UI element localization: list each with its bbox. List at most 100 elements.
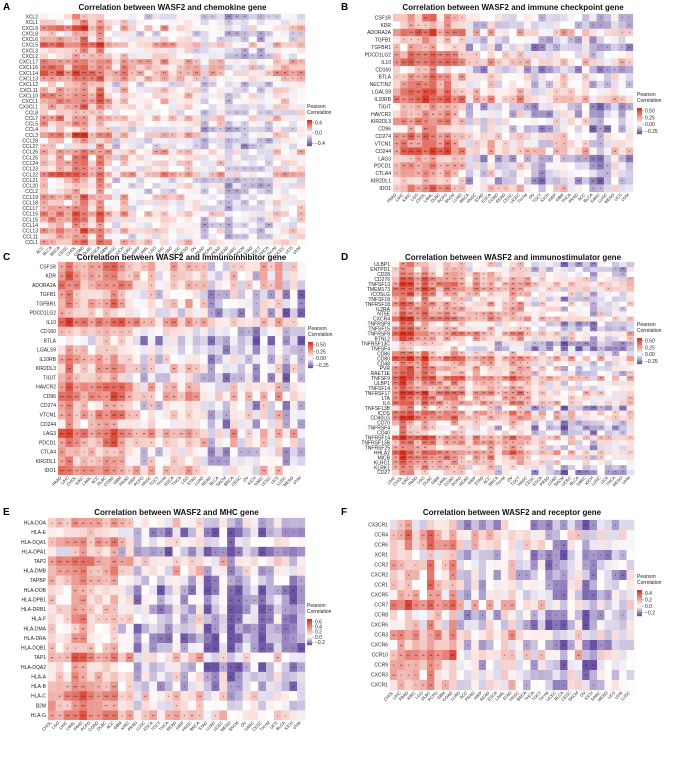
heatmap-cell (546, 311, 554, 317)
heatmap-cell (132, 456, 141, 466)
heatmap-cell (248, 222, 257, 229)
heatmap-cell (546, 281, 554, 287)
significance-mark: ** (203, 128, 206, 132)
heatmap-cell (192, 336, 201, 346)
significance-mark: *** (395, 98, 400, 102)
heatmap-cell (40, 109, 49, 116)
heatmap-cell (473, 110, 481, 118)
heatmap-cell (120, 59, 129, 65)
heatmap-cell (215, 280, 223, 290)
heatmap-cell (152, 59, 161, 65)
heatmap-cell (112, 47, 121, 54)
heatmap-cell (216, 109, 225, 116)
heatmap-cell (40, 233, 49, 240)
significance-mark: *** (409, 98, 414, 102)
heatmap-cell (170, 326, 178, 337)
heatmap-cell (538, 88, 546, 96)
heatmap-cell (264, 211, 273, 217)
heatmap-cell (215, 336, 223, 346)
heatmap-cell (184, 132, 193, 138)
heatmap-cell (240, 92, 249, 99)
heatmap-cell (582, 301, 591, 307)
significance-mark: ** (83, 94, 86, 98)
heatmap-cell (553, 286, 561, 292)
heatmap-cell (192, 456, 201, 466)
heatmap-cell (531, 326, 539, 332)
significance-mark: *** (460, 150, 465, 154)
significance-mark: *** (431, 76, 436, 80)
heatmap-cell (472, 321, 481, 327)
heatmap-cell (458, 110, 466, 118)
heatmap-cell (288, 59, 298, 65)
significance-mark: ** (227, 15, 230, 19)
heatmap-cell (128, 149, 137, 155)
significance-mark: ** (75, 94, 78, 98)
heatmap-cell (619, 276, 627, 282)
heatmap-cell (160, 59, 169, 65)
heatmap-cell (480, 80, 488, 89)
heatmap-cell (176, 109, 185, 116)
heatmap-cell (132, 373, 141, 383)
heatmap-cell (216, 154, 225, 161)
heatmap-cell (502, 43, 510, 52)
heatmap-cell (596, 73, 604, 81)
heatmap-cell (184, 222, 193, 229)
significance-mark: *** (409, 150, 414, 154)
heatmap-cell (200, 19, 209, 26)
heatmap-cell (240, 98, 249, 105)
heatmap-cell (64, 14, 73, 20)
heatmap-cell (64, 53, 73, 60)
heatmap-cell (560, 43, 568, 52)
significance-mark: *** (98, 43, 103, 47)
heatmap-cell (509, 177, 517, 185)
heatmap-cell (136, 104, 145, 110)
heatmap-cell (553, 162, 561, 170)
heatmap-cell (88, 216, 97, 223)
row-label: CTLA4 (375, 171, 391, 177)
heatmap-cell (256, 121, 265, 127)
heatmap-cell (120, 87, 129, 93)
heatmap-cell (152, 92, 161, 99)
heatmap-cell (72, 400, 81, 411)
heatmap-cell (256, 36, 265, 43)
heatmap-cell (524, 286, 532, 292)
heatmap-cell (152, 211, 161, 217)
significance-mark: *** (105, 469, 110, 473)
heatmap-cell (494, 73, 503, 81)
heatmap-cell (603, 184, 612, 193)
legend-tick-label: 0.4 (315, 120, 322, 126)
heatmap-cell (240, 104, 249, 110)
heatmap-cell (625, 73, 634, 81)
heatmap-cell (216, 183, 225, 189)
significance-mark: * (292, 77, 294, 81)
heatmap-cell (152, 166, 161, 172)
heatmap-cell (560, 21, 568, 29)
heatmap-cell (611, 184, 619, 193)
heatmap-cell (245, 437, 253, 448)
heatmap-cell (184, 126, 193, 133)
heatmap-cell (280, 160, 289, 167)
significance-mark: *** (112, 432, 117, 436)
significance-mark: * (116, 139, 118, 143)
heatmap-cell (162, 308, 171, 318)
heatmap-cell (104, 239, 113, 246)
heatmap-cell (140, 465, 148, 476)
heatmap-cell (248, 75, 257, 82)
heatmap-cell (64, 81, 73, 88)
legend-tick-label: −0.25 (316, 363, 329, 369)
heatmap-cell (232, 81, 241, 88)
heatmap-cell (545, 147, 554, 155)
significance-mark: *** (408, 332, 413, 336)
heatmap-cell (531, 125, 539, 133)
heatmap-cell (104, 25, 113, 31)
heatmap-cell (184, 194, 193, 200)
heatmap-cell (208, 183, 217, 189)
heatmap-cell (184, 47, 193, 54)
significance-mark: *** (409, 61, 414, 65)
heatmap-cell (64, 109, 73, 116)
heatmap-cell (215, 465, 223, 476)
heatmap-cell (480, 58, 488, 66)
heatmap-cell (40, 143, 49, 150)
heatmap-cell (582, 36, 590, 44)
heatmap-cell (625, 110, 634, 118)
